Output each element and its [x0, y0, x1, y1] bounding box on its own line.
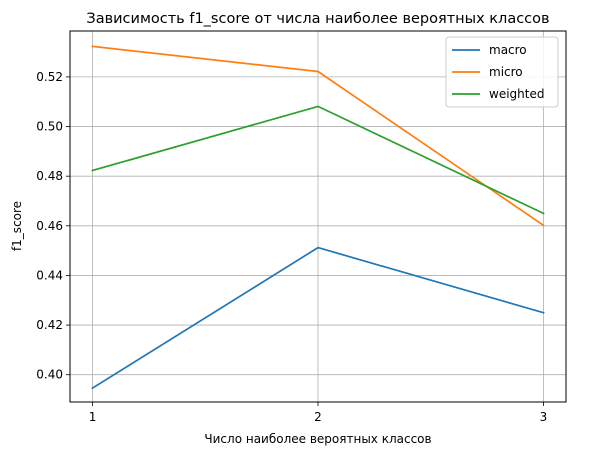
- axis-ticks: 1 2 3 0.40 0.42 0.44 0.46 0.48 0.50 0.52: [36, 70, 547, 424]
- y-tick-label: 0.46: [36, 219, 63, 233]
- y-axis-label: f1_score: [10, 201, 24, 251]
- chart-title: Зависимость f1_score от числа наиболее в…: [86, 11, 549, 27]
- y-tick-label: 0.50: [36, 120, 63, 134]
- series-line-micro: [91, 45, 545, 227]
- y-tick-label: 0.52: [36, 70, 63, 84]
- series-lines: [91, 45, 545, 390]
- series-line-weighted: [91, 105, 545, 215]
- x-tick-label: 2: [314, 410, 322, 424]
- x-axis-label: Число наиболее вероятных классов: [204, 432, 431, 446]
- legend: macro micro weighted: [445, 36, 559, 108]
- x-tick-label: 3: [540, 410, 548, 424]
- legend-box: [445, 36, 559, 108]
- legend-label-macro: macro: [489, 43, 527, 57]
- x-tick-label: 1: [89, 410, 97, 424]
- series-line-macro: [91, 246, 545, 390]
- y-tick-label: 0.42: [36, 318, 63, 332]
- legend-label-weighted: weighted: [489, 87, 544, 101]
- legend-label-micro: micro: [489, 65, 523, 79]
- y-tick-label: 0.48: [36, 169, 63, 183]
- y-tick-label: 0.40: [36, 368, 63, 382]
- y-tick-label: 0.44: [36, 268, 63, 282]
- legend-items: macro micro weighted: [452, 43, 544, 101]
